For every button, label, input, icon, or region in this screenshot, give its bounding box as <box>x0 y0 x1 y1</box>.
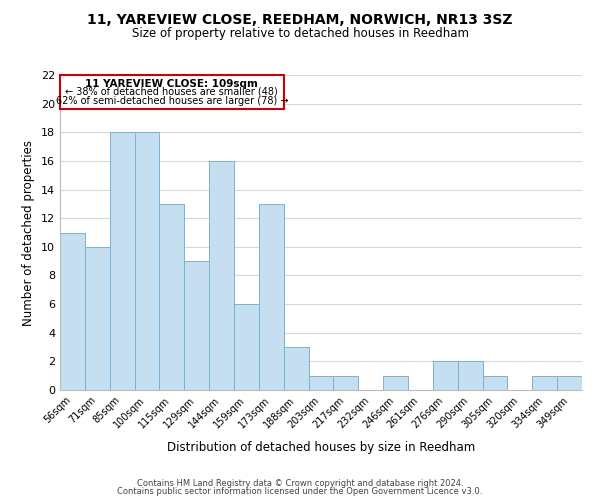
Bar <box>334 376 358 390</box>
Bar <box>458 362 482 390</box>
Bar <box>532 376 557 390</box>
Bar <box>482 376 508 390</box>
Bar <box>234 304 259 390</box>
Bar <box>184 261 209 390</box>
Bar <box>284 347 308 390</box>
Bar <box>308 376 334 390</box>
Bar <box>433 362 458 390</box>
Bar <box>134 132 160 390</box>
Text: Contains public sector information licensed under the Open Government Licence v3: Contains public sector information licen… <box>118 487 482 496</box>
Text: 62% of semi-detached houses are larger (78) →: 62% of semi-detached houses are larger (… <box>56 96 288 106</box>
Bar <box>60 232 85 390</box>
Bar <box>383 376 408 390</box>
Text: 11 YAREVIEW CLOSE: 109sqm: 11 YAREVIEW CLOSE: 109sqm <box>85 78 258 88</box>
Text: Size of property relative to detached houses in Reedham: Size of property relative to detached ho… <box>131 28 469 40</box>
Bar <box>557 376 582 390</box>
Bar <box>110 132 134 390</box>
Text: 11, YAREVIEW CLOSE, REEDHAM, NORWICH, NR13 3SZ: 11, YAREVIEW CLOSE, REEDHAM, NORWICH, NR… <box>87 12 513 26</box>
Bar <box>209 161 234 390</box>
Text: Contains HM Land Registry data © Crown copyright and database right 2024.: Contains HM Land Registry data © Crown c… <box>137 478 463 488</box>
Bar <box>60 75 284 110</box>
Text: ← 38% of detached houses are smaller (48): ← 38% of detached houses are smaller (48… <box>65 86 278 97</box>
Bar <box>160 204 184 390</box>
Bar <box>85 247 110 390</box>
Y-axis label: Number of detached properties: Number of detached properties <box>22 140 35 326</box>
X-axis label: Distribution of detached houses by size in Reedham: Distribution of detached houses by size … <box>167 441 475 454</box>
Bar <box>259 204 284 390</box>
